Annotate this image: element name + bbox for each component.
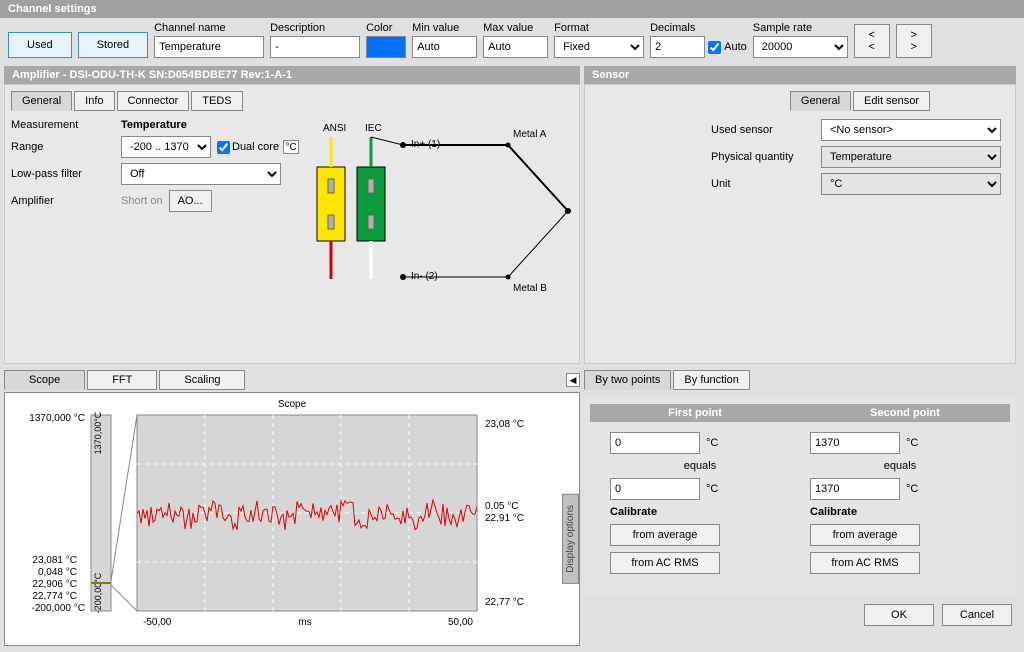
tab-scaling[interactable]: Scaling	[159, 370, 245, 390]
svg-text:22,774 °C: 22,774 °C	[32, 591, 77, 602]
min-value-input[interactable]	[412, 36, 477, 58]
channel-name-label: Channel name	[154, 22, 264, 34]
tab-by-function[interactable]: By function	[673, 370, 749, 390]
amplifier-header: Amplifier - DSI-ODU-TH-K SN:D054BDBE77 R…	[4, 66, 580, 84]
used-sensor-label: Used sensor	[711, 124, 821, 136]
tab-fft[interactable]: FFT	[87, 370, 157, 390]
p1-v2-input[interactable]	[610, 478, 700, 500]
next-channel-button[interactable]: > >	[896, 24, 932, 58]
color-swatch[interactable]	[366, 36, 406, 58]
lpf-label: Low-pass filter	[11, 168, 121, 180]
display-options-tab[interactable]: Display options	[562, 494, 579, 584]
svg-text:22,77 °C: 22,77 °C	[485, 597, 524, 608]
physical-qty-label: Physical quantity	[711, 151, 821, 163]
decimals-auto-label: Auto	[724, 41, 747, 53]
tab-connector[interactable]: Connector	[117, 91, 190, 111]
scope-chart: Scope 1370,000 °C -200,000 °C 23,081 °C …	[4, 392, 580, 646]
format-select[interactable]: Fixed	[554, 36, 644, 58]
p2-unit1: °C	[906, 437, 918, 449]
unit-select[interactable]: °C	[821, 173, 1001, 195]
sensor-header: Sensor	[584, 66, 1016, 84]
sensor-tab-edit[interactable]: Edit sensor	[853, 91, 930, 111]
sample-rate-select[interactable]: 20000	[753, 36, 848, 58]
svg-text:23,081 °C: 23,081 °C	[32, 555, 77, 566]
p2-unit2: °C	[906, 483, 918, 495]
ao-button[interactable]: AO...	[169, 190, 212, 212]
range-select[interactable]: -200 .. 1370	[121, 136, 211, 158]
physical-qty-select[interactable]: Temperature	[821, 146, 1001, 168]
svg-text:22,906 °C: 22,906 °C	[32, 579, 77, 590]
tab-scope[interactable]: Scope	[4, 370, 85, 390]
tab-by-two-points[interactable]: By two points	[584, 370, 671, 390]
p1-avg-button[interactable]: from average	[610, 524, 720, 546]
range-label: Range	[11, 141, 121, 153]
used-button[interactable]: Used	[8, 32, 72, 58]
window-title: Channel settings	[0, 0, 1024, 18]
svg-text:0,048 °C: 0,048 °C	[38, 567, 77, 578]
p1-equals: equals	[684, 460, 716, 472]
unit-label: Unit	[711, 178, 821, 190]
svg-text:-50,00: -50,00	[143, 617, 172, 628]
p1-calibrate-label: Calibrate	[610, 506, 657, 518]
svg-text:IEC: IEC	[365, 123, 382, 134]
channel-name-input[interactable]	[154, 36, 264, 58]
thermocouple-diagram: ANSI IEC In+ (1) Metal A Metal B In- (2)	[303, 119, 573, 322]
top-toolbar: Used Stored Channel name Description Col…	[0, 18, 1024, 66]
svg-text:ms: ms	[298, 617, 311, 628]
svg-text:23,08 °C: 23,08 °C	[485, 419, 524, 430]
decimals-label: Decimals	[650, 22, 747, 34]
format-label: Format	[554, 22, 644, 34]
p2-avg-button[interactable]: from average	[810, 524, 920, 546]
tab-teds[interactable]: TEDS	[191, 91, 242, 111]
cancel-button[interactable]: Cancel	[942, 604, 1012, 626]
p2-calibrate-label: Calibrate	[810, 506, 857, 518]
tab-info[interactable]: Info	[74, 91, 114, 111]
sample-rate-label: Sample rate	[753, 22, 848, 34]
svg-text:ANSI: ANSI	[323, 123, 346, 134]
lpf-select[interactable]: Off	[121, 163, 281, 185]
max-value-label: Max value	[483, 22, 548, 34]
p2-equals: equals	[884, 460, 916, 472]
svg-text:-200,00°C: -200,00°C	[93, 572, 103, 613]
dualcore-label: Dual core	[232, 141, 279, 153]
min-value-label: Min value	[412, 22, 477, 34]
p1-v1-input[interactable]	[610, 432, 700, 454]
tab-general[interactable]: General	[11, 91, 72, 111]
stored-button[interactable]: Stored	[78, 32, 148, 58]
measurement-label: Measurement	[11, 119, 121, 131]
svg-text:-200,000 °C: -200,000 °C	[32, 603, 85, 614]
dualcore-checkbox[interactable]	[217, 141, 230, 154]
ok-button[interactable]: OK	[864, 604, 934, 626]
sensor-tab-general[interactable]: General	[790, 91, 851, 111]
svg-text:Scope: Scope	[278, 399, 307, 410]
svg-text:Metal B: Metal B	[513, 283, 547, 294]
p1-unit1: °C	[706, 437, 718, 449]
svg-text:50,00: 50,00	[448, 617, 473, 628]
short-on-label: Short on	[121, 195, 163, 207]
p2-v2-input[interactable]	[810, 478, 900, 500]
svg-text:Metal A: Metal A	[513, 129, 547, 140]
amplifier-label: Amplifier	[11, 195, 121, 207]
collapse-icon[interactable]: ◀	[566, 373, 580, 387]
svg-text:22,91 °C: 22,91 °C	[485, 513, 524, 524]
p1-unit2: °C	[706, 483, 718, 495]
p2-rms-button[interactable]: from AC RMS	[810, 552, 920, 574]
second-point-header: Second point	[800, 404, 1010, 422]
max-value-input[interactable]	[483, 36, 548, 58]
used-sensor-select[interactable]: <No sensor>	[821, 119, 1001, 141]
p2-v1-input[interactable]	[810, 432, 900, 454]
p1-rms-button[interactable]: from AC RMS	[610, 552, 720, 574]
description-input[interactable]	[270, 36, 360, 58]
range-unit-box: °C	[283, 140, 299, 154]
svg-text:1370,000 °C: 1370,000 °C	[29, 413, 85, 424]
svg-text:1370,00°C: 1370,00°C	[93, 411, 103, 454]
description-label: Description	[270, 22, 360, 34]
prev-channel-button[interactable]: < <	[854, 24, 890, 58]
color-label: Color	[366, 22, 406, 34]
measurement-value: Temperature	[121, 119, 187, 131]
svg-text:0,05 °C: 0,05 °C	[485, 501, 518, 512]
first-point-header: First point	[590, 404, 800, 422]
decimals-input[interactable]	[650, 36, 705, 58]
decimals-auto-checkbox[interactable]	[708, 41, 721, 54]
